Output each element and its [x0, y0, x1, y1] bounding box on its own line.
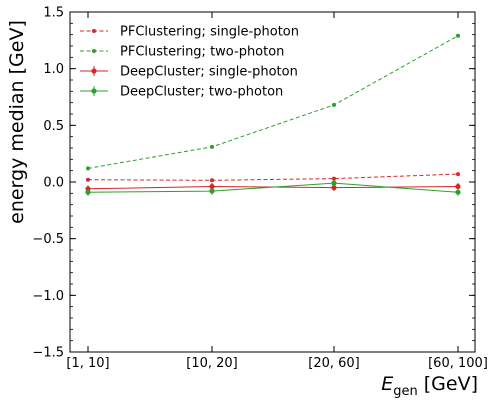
legend-entry: PFClustering; two-photon [80, 45, 284, 60]
y-tick-label: −1.5 [32, 346, 64, 361]
x-axis-label-symbol: E [381, 373, 393, 395]
data-point [209, 188, 215, 194]
data-point [210, 144, 214, 149]
axes: 1.5 1.0 0.5 0.0 −0.5 −1.0 −1.5[1, 10] [10, 20] [… [32, 6, 487, 372]
y-tick-label: 1.5 [43, 6, 64, 21]
legend: PFClustering; single-photon PFClustering;… [80, 25, 299, 100]
legend-marker [92, 49, 96, 53]
x-axis-label-subscript: gen [393, 384, 418, 399]
data-point [332, 176, 336, 181]
x-tick-label: [1, 10] [66, 356, 109, 371]
series-4 [85, 179, 461, 196]
y-tick-label: 1.0 [43, 62, 64, 77]
series-1 [86, 172, 460, 183]
y-tick-label: 0.5 [43, 119, 64, 134]
legend-label: PFClustering; two-photon [120, 45, 284, 60]
x-tick-label: [10, 20] [186, 356, 238, 371]
plot-frame [69, 11, 476, 353]
data-point [86, 166, 90, 171]
series-line [87, 35, 459, 169]
series-layer [85, 33, 461, 196]
series-3 [85, 183, 461, 193]
data-point [209, 183, 215, 190]
data-point [85, 189, 91, 195]
data-point [331, 185, 337, 191]
data-point [331, 180, 337, 186]
data-point [456, 33, 460, 38]
y-tick-label: −0.5 [32, 232, 64, 247]
legend-label: DeepCluster; two-photon [120, 85, 283, 100]
y-axis-label: energy median [GeV] [6, 20, 28, 224]
y-tick-label: −1.0 [32, 289, 64, 304]
data-point [86, 177, 90, 182]
data-point [456, 172, 460, 177]
data-point [332, 102, 336, 107]
x-tick-label: [20, 60] [308, 356, 360, 371]
y-tick-label: 0.0 [43, 176, 64, 191]
data-point [455, 183, 461, 190]
series-line [87, 182, 459, 193]
series-line [87, 173, 459, 181]
legend-entry: DeepCluster; two-photon [80, 85, 283, 100]
legend-marker [91, 68, 97, 74]
legend-entry: DeepCluster; single-photon [80, 65, 298, 80]
x-axis-label: Egen [GeV] [381, 373, 478, 399]
series-2 [86, 33, 460, 171]
data-point [455, 189, 461, 195]
legend-label: DeepCluster; single-photon [120, 65, 298, 80]
legend-entry: PFClustering; single-photon [80, 25, 299, 40]
x-axis-label-unit: [GeV] [418, 373, 478, 395]
legend-marker [91, 88, 97, 94]
x-tick-label: [60, 100] [428, 356, 488, 371]
legend-marker [92, 29, 96, 33]
data-point [210, 178, 214, 183]
legend-label: PFClustering; single-photon [120, 25, 299, 40]
